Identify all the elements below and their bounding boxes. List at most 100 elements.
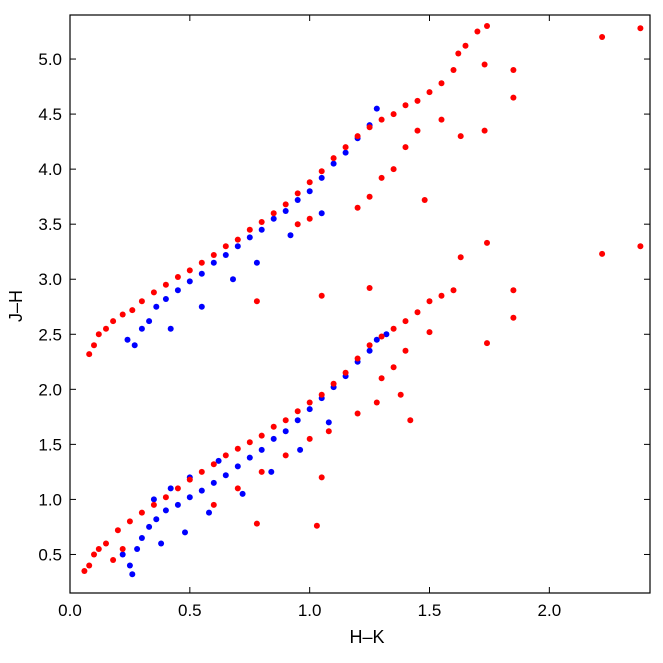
data-point-series-2-110 (258, 468, 265, 475)
data-point-series-2-117 (119, 546, 126, 552)
data-point-series-2-52 (294, 221, 301, 228)
data-point-series-1-15 (270, 215, 277, 222)
data-point-series-2-88 (318, 391, 325, 398)
data-point-series-1-36 (153, 516, 160, 523)
data-point-series-2-73 (138, 509, 145, 516)
data-point-series-1-58 (158, 540, 165, 547)
data-point-series-1-19 (318, 174, 325, 181)
data-point-series-1-56 (383, 331, 390, 338)
data-point-series-1-28 (253, 259, 260, 266)
data-point-series-1-29 (287, 232, 294, 239)
data-point-series-2-97 (426, 298, 433, 305)
data-point-series-1-10 (210, 259, 217, 266)
data-point-series-1-61 (239, 490, 246, 497)
data-point-series-1-16 (282, 208, 289, 214)
data-point-series-2-27 (378, 116, 385, 123)
data-point-series-1-42 (222, 472, 229, 479)
y-tick-label: 4.5 (38, 105, 62, 124)
data-point-series-1-1 (124, 336, 131, 343)
data-point-series-2-113 (253, 520, 260, 527)
data-point-series-2-101 (402, 347, 409, 354)
data-point-series-2-13 (210, 252, 217, 258)
ticks-layer: 0.0 0.5 1.0 1.5 2.0 0.5 1.0 1.5 2.0 2.5 3.0 3.5 4.0 4… (38, 15, 650, 620)
data-point-series-2-35 (462, 42, 469, 49)
data-point-series-2-94 (390, 325, 397, 332)
data-point-series-1-59 (182, 529, 188, 536)
data-point-series-2-108 (306, 435, 313, 442)
data-point-series-2-109 (282, 452, 289, 459)
data-point-series-2-67 (86, 562, 93, 569)
data-point-series-2-42 (481, 127, 488, 134)
x-tick-label: 1.5 (418, 601, 442, 620)
data-point-series-2-4 (110, 318, 117, 325)
y-tick-label: 5.0 (38, 50, 62, 69)
y-tick-label: 4.0 (38, 160, 62, 179)
data-point-series-1-63 (297, 446, 304, 453)
data-point-series-2-100 (426, 329, 433, 336)
data-point-series-2-10 (174, 274, 181, 280)
data-point-series-2-75 (162, 494, 169, 501)
data-point-series-2-21 (306, 179, 313, 186)
data-point-series-2-53 (599, 34, 606, 40)
data-point-series-2-82 (246, 439, 253, 446)
data-point-series-2-115 (318, 474, 325, 481)
data-point-series-2-19 (282, 201, 289, 208)
data-point-series-2-65 (86, 351, 93, 358)
data-point-series-2-3 (103, 325, 109, 332)
data-point-series-1-47 (282, 428, 289, 435)
data-point-series-2-22 (318, 168, 325, 175)
data-point-series-2-96 (414, 309, 421, 316)
data-point-series-2-86 (294, 408, 301, 415)
data-point-series-2-47 (378, 174, 385, 181)
data-point-series-2-54 (637, 25, 644, 32)
data-point-series-2-34 (455, 50, 462, 57)
data-point-series-1-49 (306, 406, 313, 413)
y-tick-label: 0.5 (38, 545, 62, 564)
data-point-series-1-40 (198, 487, 205, 494)
data-point-series-2-16 (246, 226, 253, 233)
data-point-series-2-37 (474, 28, 481, 35)
data-point-series-2-9 (162, 281, 169, 288)
data-point-series-2-56 (599, 250, 606, 257)
data-point-series-2-106 (354, 410, 361, 417)
data-point-series-2-74 (150, 501, 157, 508)
data-point-series-2-92 (366, 342, 373, 349)
data-point-series-2-83 (258, 432, 265, 439)
data-point-series-2-49 (366, 193, 373, 200)
data-point-series-2-81 (234, 445, 241, 452)
data-point-series-1-13 (246, 234, 253, 241)
x-tick-label: 0.0 (58, 601, 82, 620)
data-point-series-1-46 (270, 435, 277, 442)
data-point-series-2-60 (510, 287, 517, 294)
data-point-series-2-17 (258, 219, 265, 225)
data-point-series-2-104 (397, 391, 404, 398)
data-point-series-1-25 (167, 325, 174, 332)
y-tick-label: 3.5 (38, 215, 62, 234)
data-point-series-1-26 (198, 303, 205, 310)
data-point-series-2-58 (318, 292, 325, 299)
data-point-series-2-98 (438, 292, 445, 299)
data-point-series-1-38 (174, 501, 181, 508)
data-point-series-1-41 (210, 479, 217, 486)
data-point-series-2-55 (637, 243, 644, 250)
data-point-series-2-70 (103, 540, 109, 547)
data-point-series-2-66 (81, 568, 88, 574)
data-point-series-1-12 (234, 243, 241, 250)
data-point-series-2-59 (366, 285, 373, 291)
data-point-series-2-91 (354, 355, 361, 362)
data-point-series-2-43 (457, 133, 464, 140)
x-tick-label: 1.0 (298, 601, 322, 620)
data-point-series-2-38 (481, 61, 488, 68)
data-point-series-1-64 (325, 419, 332, 426)
data-point-series-2-99 (450, 287, 457, 294)
data-point-series-2-1 (91, 342, 97, 349)
data-point-series-2-20 (294, 190, 301, 197)
data-point-series-1-27 (230, 276, 236, 283)
x-axis-label: H–K (349, 627, 384, 647)
data-point-series-1-17 (294, 197, 301, 203)
data-point-series-2-18 (270, 210, 277, 217)
data-point-series-1-31 (119, 551, 126, 558)
data-point-series-2-61 (510, 314, 517, 321)
data-point-series-2-85 (282, 417, 289, 424)
